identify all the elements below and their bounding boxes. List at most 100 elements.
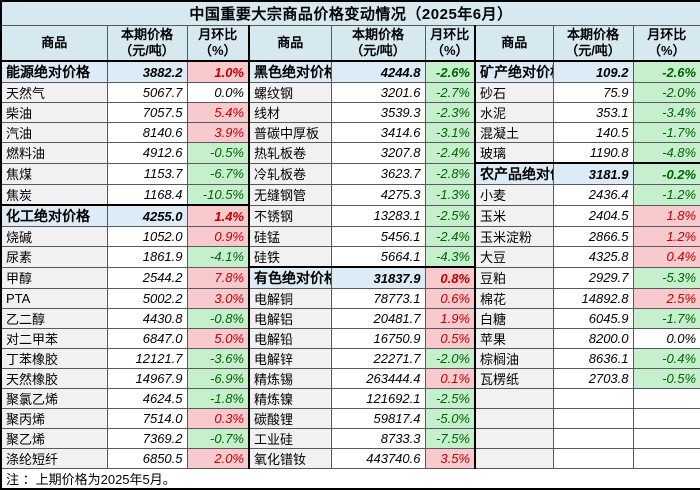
price-cell: 2703.8 — [552, 368, 634, 389]
commodity-cell: 电解锌 — [248, 348, 332, 369]
commodity-cell: 豆粕 — [474, 266, 554, 289]
mom-change-cell: 1.9% — [424, 308, 476, 329]
mom-change-cell: 0.1% — [424, 368, 476, 389]
commodity-cell: 棕榈油 — [474, 348, 554, 369]
mom-change-cell: -2.4% — [424, 142, 476, 164]
col-header-mom-3: 月环比 （%） — [632, 24, 700, 62]
table-row: 能源绝对价格3882.21.0%黑色绝对价格4244.8-2.6%矿产绝对价格1… — [0, 60, 700, 83]
commodity-cell: 农产品绝对价格 — [474, 162, 554, 185]
commodity-cell — [474, 428, 554, 449]
price-cell: 78773.1 — [330, 288, 426, 309]
commodity-cell: 白糖 — [474, 308, 554, 329]
commodity-cell: 精炼镍 — [248, 388, 332, 409]
commodity-cell: 苹果 — [474, 328, 554, 349]
mom-change-cell: -2.6% — [424, 60, 476, 83]
commodity-cell: 小麦 — [474, 184, 554, 206]
commodity-cell: 焦炭 — [0, 184, 108, 206]
mom-change-cell: -5.0% — [424, 408, 476, 429]
price-cell: 6847.0 — [106, 328, 188, 349]
price-cell: 2929.7 — [552, 266, 634, 289]
mom-change-cell — [632, 448, 700, 469]
commodity-cell: 精炼锡 — [248, 368, 332, 389]
commodity-cell: 不锈钢 — [248, 204, 332, 227]
commodity-cell: 能源绝对价格 — [0, 60, 108, 83]
commodity-cell: 黑色绝对价格 — [248, 60, 332, 83]
mom-change-cell: -2.4% — [424, 226, 476, 247]
price-cell — [552, 448, 634, 469]
table-body: 能源绝对价格3882.21.0%黑色绝对价格4244.8-2.6%矿产绝对价格1… — [0, 60, 700, 469]
table-row: 天然气 5067.7 0.0% 螺纹钢 3201.6 -2.7% 砂石 75.9 -2.0% — [0, 82, 700, 103]
commodity-cell: 化工绝对价格 — [0, 204, 108, 227]
price-cell: 16750.9 — [330, 328, 426, 349]
mom-change-cell: 1.0% — [186, 60, 250, 83]
commodity-cell: 大豆 — [474, 246, 554, 268]
mom-change-cell — [632, 408, 700, 429]
mom-change-cell: -2.0% — [424, 348, 476, 369]
commodity-cell: 天然橡胶 — [0, 368, 108, 389]
table-row: 柴油 7057.5 5.4% 线材 3539.3 -2.3% 水泥 353.1 -3.4% — [0, 102, 700, 123]
table-row: 燃料油 4912.6 -0.5% 热轧板卷 3207.8 -2.4% 玻璃 1190.8 -4.… — [0, 142, 700, 164]
table-row: 丁苯橡胶 12121.7 -3.6% 电解锌 22271.7 -2.0% 棕榈油 8636.1… — [0, 348, 700, 369]
mom-change-cell: -2.0% — [632, 82, 700, 103]
commodity-cell — [474, 388, 554, 409]
commodity-cell: 氧化镨钕 — [248, 448, 332, 469]
table-row: 甲醇 2544.2 7.8% 有色绝对价格 31837.9 0.8% 豆粕 2929.7 -5.… — [0, 266, 700, 289]
price-cell: 8140.6 — [106, 122, 188, 143]
price-cell: 7369.2 — [106, 428, 188, 449]
table-row: 天然橡胶 14967.9 -6.9% 精炼锡 263444.4 0.1% 瓦楞纸 2703.8… — [0, 368, 700, 389]
col-header-price-2: 本期价格 （元/吨） — [330, 24, 426, 62]
price-cell: 353.1 — [552, 102, 634, 123]
price-cell: 2866.5 — [552, 226, 634, 247]
commodity-cell: 有色绝对价格 — [248, 266, 332, 289]
table-row: 化工绝对价格 4255.0 1.4% 不锈钢 13283.1 -2.5% 玉米 2404.5 1… — [0, 204, 700, 227]
commodity-cell: 砂石 — [474, 82, 554, 103]
commodity-cell: 乙二醇 — [0, 308, 108, 329]
price-cell: 1190.8 — [552, 142, 634, 164]
mom-change-cell: -3.1% — [424, 122, 476, 143]
table-row: 涤纶短纤 6850.5 2.0% 氧化镨钕 443740.6 3.5% — [0, 448, 700, 469]
mom-change-cell: 3.9% — [186, 122, 250, 143]
mom-change-cell: 2.0% — [186, 448, 250, 469]
commodity-cell — [474, 408, 554, 429]
table-row: 聚氯乙烯 4624.5 -1.8% 精炼镍 121692.1 -2.5% — [0, 388, 700, 409]
commodity-cell: 烧碱 — [0, 226, 108, 247]
price-cell: 12121.7 — [106, 348, 188, 369]
price-cell: 4325.8 — [552, 246, 634, 268]
mom-change-cell: -5.3% — [632, 266, 700, 289]
col-header-mom-2: 月环比 （%） — [424, 24, 476, 62]
commodity-cell: 丁苯橡胶 — [0, 348, 108, 369]
col-header-price-3: 本期价格 （元/吨） — [552, 24, 634, 62]
price-cell: 121692.1 — [330, 388, 426, 409]
table-row: 乙二醇 4430.8 -0.8% 电解铝 20481.7 1.9% 白糖 6045.9 -1.7… — [0, 308, 700, 329]
mom-change-cell: -0.2% — [632, 162, 700, 185]
commodity-cell: 无缝钢管 — [248, 184, 332, 206]
commodity-cell: 对二甲苯 — [0, 328, 108, 349]
commodity-cell: 螺纹钢 — [248, 82, 332, 103]
commodity-cell: 甲醇 — [0, 266, 108, 289]
commodity-cell: 尿素 — [0, 246, 108, 268]
price-cell: 14967.9 — [106, 368, 188, 389]
mom-change-cell: 0.0% — [186, 82, 250, 103]
price-cell: 6045.9 — [552, 308, 634, 329]
mom-change-cell: -0.7% — [186, 428, 250, 449]
commodity-cell: 燃料油 — [0, 142, 108, 164]
price-cell: 4912.6 — [106, 142, 188, 164]
mom-change-cell: -6.9% — [186, 368, 250, 389]
mom-change-cell: 3.0% — [186, 288, 250, 309]
commodity-cell: 电解铝 — [248, 308, 332, 329]
price-cell: 1168.4 — [106, 184, 188, 206]
commodity-cell: 混凝土 — [474, 122, 554, 143]
mom-change-cell: -1.8% — [186, 388, 250, 409]
mom-change-cell: 0.0% — [632, 328, 700, 349]
table-row: 汽油 8140.6 3.9% 普碳中厚板 3414.6 -3.1% 混凝土 140.5 -1.7… — [0, 122, 700, 143]
price-cell: 13283.1 — [330, 204, 426, 227]
commodity-cell: 汽油 — [0, 122, 108, 143]
mom-change-cell: -4.3% — [424, 246, 476, 268]
mom-change-cell: -7.5% — [424, 428, 476, 449]
commodity-cell: 硅锰 — [248, 226, 332, 247]
price-cell: 3201.6 — [330, 82, 426, 103]
price-cell: 5664.1 — [330, 246, 426, 268]
commodity-cell: 线材 — [248, 102, 332, 123]
mom-change-cell: 1.8% — [632, 204, 700, 227]
price-cell: 3181.9 — [552, 162, 634, 185]
